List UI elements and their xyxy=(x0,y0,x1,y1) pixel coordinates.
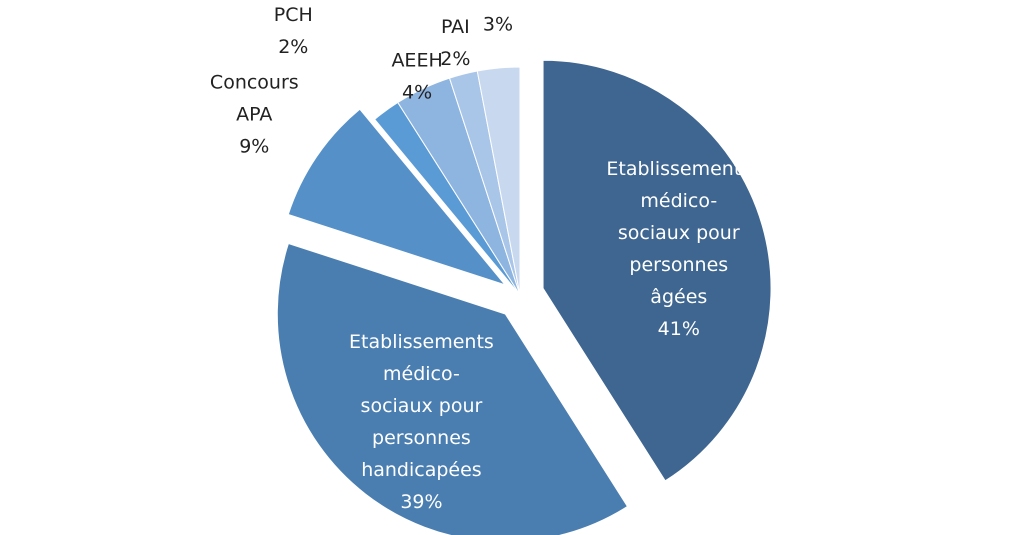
slice-label-line: Etablissements xyxy=(606,157,751,179)
slices-layer xyxy=(276,59,772,535)
pie-slice-6 xyxy=(476,66,521,296)
slice-label-6: Autres 3% xyxy=(467,0,528,35)
slice-label-line: médico- xyxy=(383,363,460,385)
slice-label-0: Etablissements médico-sociaux pour personn… xyxy=(606,157,751,339)
slice-label-line: médico- xyxy=(640,189,717,211)
slice-label-line: handicapées xyxy=(361,459,482,481)
slice-label-line: sociaux pour xyxy=(618,221,740,243)
slice-label-line: personnes xyxy=(372,427,471,449)
slice-label-5: PAI 2% xyxy=(440,16,470,70)
slice-label-2: Concours APA 9% xyxy=(210,71,299,157)
slice-label-line: AEEH xyxy=(391,49,442,71)
slice-label-line: PAI xyxy=(441,16,470,38)
pie-slice-1 xyxy=(276,242,629,535)
slice-label-line: APA xyxy=(236,103,272,125)
pie-slice-0 xyxy=(542,59,772,482)
slice-label-line: Etablissements xyxy=(349,331,494,353)
slice-label-line: personnes xyxy=(629,253,728,275)
slice-label-line: Autres xyxy=(467,0,528,3)
slice-label-line: PCH xyxy=(274,4,313,26)
slice-label-1: Etablissements médico-sociaux pour personn… xyxy=(349,331,494,513)
slice-value-label: 3% xyxy=(483,13,513,35)
slice-value-label: 2% xyxy=(278,36,308,58)
slice-label-line: âgées xyxy=(650,285,707,307)
slice-label-4: AEEH 4% xyxy=(391,49,442,103)
slice-label-line: Concours xyxy=(210,71,299,93)
slice-value-label: 2% xyxy=(440,48,470,70)
slice-value-label: 4% xyxy=(402,81,432,103)
labels-layer: Etablissements médico-sociaux pour personn… xyxy=(210,0,751,513)
slice-value-label: 39% xyxy=(400,491,442,513)
slice-label-3: ConcoursPCH2% xyxy=(249,0,338,58)
slice-value-label: 9% xyxy=(239,135,269,157)
pie-slice-2 xyxy=(287,108,507,286)
slice-label-line: sociaux pour xyxy=(361,395,483,417)
slice-value-label: 41% xyxy=(658,317,700,339)
